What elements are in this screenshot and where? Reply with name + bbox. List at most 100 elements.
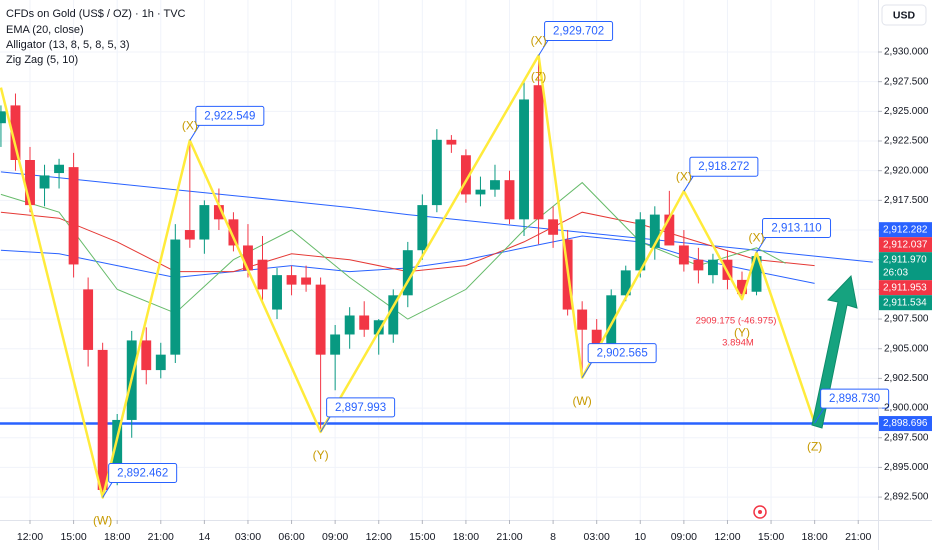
price-label: 2,902.565 xyxy=(597,348,648,360)
candle-body xyxy=(388,295,399,335)
label-pointer xyxy=(538,39,549,56)
label-pointer xyxy=(189,124,201,141)
wave-label: (Z) xyxy=(531,70,546,84)
candle-body xyxy=(0,111,6,124)
wave-label: (X) xyxy=(676,169,692,183)
price-badge xyxy=(879,416,932,432)
candle-body xyxy=(402,250,413,296)
candle-body xyxy=(301,277,312,285)
candle-body xyxy=(68,167,79,265)
x-tick-label: 12:00 xyxy=(366,531,392,543)
price-badge-label: 2,898.696 xyxy=(883,418,928,429)
wave-label: (Y) xyxy=(734,325,750,339)
price-badge xyxy=(879,280,932,296)
y-tick-label: 2,902.500 xyxy=(884,373,929,384)
candle-body xyxy=(591,329,602,346)
price-badge xyxy=(879,252,932,281)
x-tick-label: 09:00 xyxy=(322,531,348,543)
y-tick-label: 2,905.000 xyxy=(884,343,929,354)
candle-body xyxy=(359,315,370,330)
price-label-box xyxy=(689,156,759,177)
y-tick-label: 2,922.500 xyxy=(884,136,929,147)
x-tick-label: 18:00 xyxy=(453,531,479,543)
countdown-label: 26:03 xyxy=(883,267,908,278)
indicator-label: Zig Zag (5, 10) xyxy=(6,54,78,66)
price-label-box xyxy=(195,105,265,126)
y-tick-label: 2,892.500 xyxy=(884,492,929,503)
y-tick-label: 2,925.000 xyxy=(884,106,929,117)
x-tick-label: 03:00 xyxy=(235,531,261,543)
x-tick-label: 10 xyxy=(634,531,646,543)
price-label-box xyxy=(108,463,178,484)
candle-body xyxy=(693,259,704,271)
candle-body xyxy=(460,155,471,195)
indicator-label: Alligator (13, 8, 5, 8, 5, 3) xyxy=(6,39,130,51)
price-label: 2,897.993 xyxy=(335,402,386,414)
candle-body xyxy=(649,214,660,248)
candle-body xyxy=(25,160,35,206)
price-badge-label: 2,911.534 xyxy=(883,297,927,308)
candle-body xyxy=(519,99,529,220)
wave-label: (Y) xyxy=(313,448,329,462)
y-tick-label: 2,920.000 xyxy=(884,165,929,176)
x-tick-label: 15:00 xyxy=(409,531,435,543)
x-tick-label: 12:00 xyxy=(714,531,740,543)
label-pointer xyxy=(814,406,826,424)
price-label-box xyxy=(587,343,657,364)
price-label: 2,898.730 xyxy=(829,393,880,405)
wave-label: (X) xyxy=(749,231,765,245)
candle-body xyxy=(228,219,239,246)
candle-body xyxy=(199,205,210,240)
price-label: 2,913.110 xyxy=(771,222,821,234)
candle-body xyxy=(664,214,675,246)
candle-body xyxy=(112,419,123,475)
candle-body xyxy=(170,239,181,355)
x-tick-label: 03:00 xyxy=(584,531,610,543)
indicator-line xyxy=(0,171,873,263)
candle-body xyxy=(184,230,195,240)
price-label: 2,922.549 xyxy=(204,110,255,122)
candle-body xyxy=(737,279,747,295)
candle-body xyxy=(243,245,253,271)
candle-body xyxy=(39,175,50,189)
x-tick-label: 09:00 xyxy=(671,531,697,543)
wave-label: (W) xyxy=(572,394,591,408)
wave-label: (Z) xyxy=(807,439,822,453)
label-pointer xyxy=(320,415,332,433)
x-tick-label: 18:00 xyxy=(104,531,130,543)
zigzag-line xyxy=(0,54,816,499)
x-tick-label: 15:00 xyxy=(60,531,86,543)
overlay: 2,892.462 (W) 2,922.549 (X) 2,897.993 (Y) 2,92… xyxy=(93,21,890,528)
axes: 2,892.500 2,895.000 2,897.500 2,900.000 2,90… xyxy=(17,47,932,543)
candle-body xyxy=(606,295,617,346)
y-tick-label: 2,917.500 xyxy=(884,195,929,206)
candle-body xyxy=(315,284,326,355)
price-badge-label: 2,911.970 xyxy=(883,254,927,265)
x-tick-label: 8 xyxy=(550,531,556,543)
candle-body xyxy=(155,354,166,371)
currency-label[interactable]: USD xyxy=(893,9,916,21)
candle-body xyxy=(10,105,21,160)
candle-body xyxy=(577,309,588,330)
x-tick-label: 14 xyxy=(199,531,211,543)
x-tick-label: 18:00 xyxy=(802,531,828,543)
price-badge xyxy=(879,222,932,238)
candle-body xyxy=(620,270,631,296)
currency-button[interactable] xyxy=(881,4,927,26)
price-badge-label: 2,912.282 xyxy=(883,224,928,235)
x-tick-label: 21:00 xyxy=(845,531,871,543)
candle-body xyxy=(83,289,94,350)
candle-body xyxy=(417,205,428,251)
price-label-box xyxy=(326,397,396,418)
candle-body xyxy=(97,349,108,490)
price-label-box xyxy=(544,21,614,42)
candle-body xyxy=(533,85,544,220)
candle-body xyxy=(446,139,457,145)
y-tick-label: 2,927.500 xyxy=(884,76,929,87)
price-badge-label: 2,912.037 xyxy=(883,239,928,250)
price-label: 2,892.462 xyxy=(117,468,168,480)
price-label: 2,918.272 xyxy=(698,161,749,173)
price-label: 2909.175 (-46.975) xyxy=(696,316,777,327)
